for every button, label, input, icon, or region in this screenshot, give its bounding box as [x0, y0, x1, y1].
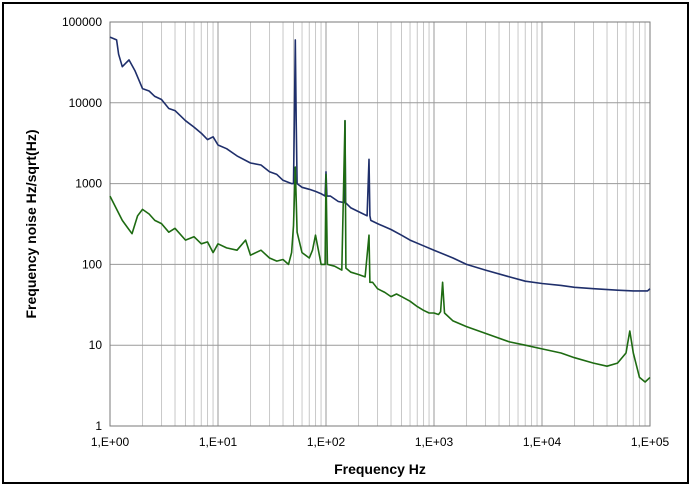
x-tick-label: 1,E+04 — [523, 435, 562, 449]
x-axis-title: Frequency Hz — [334, 461, 426, 477]
y-tick-label: 1 — [95, 419, 102, 433]
x-tick-label: 1,E+01 — [199, 435, 238, 449]
y-tick-label: 100000 — [62, 15, 102, 29]
series-line-1 — [109, 36, 651, 292]
x-tick-labels: 1,E+00 1,E+01 1,E+02 1,E+03 1,E+04 1,E+05 — [91, 435, 670, 449]
y-tick-labels: 1 10 100 1000 10000 100000 — [62, 15, 102, 433]
x-tick-label: 1,E+00 — [91, 435, 130, 449]
y-tick-label: 1000 — [75, 177, 102, 191]
plot-area — [109, 21, 651, 427]
y-tick-label: 100 — [82, 257, 102, 271]
y-tick-label: 10000 — [69, 96, 103, 110]
x-tick-label: 1,E+05 — [631, 435, 670, 449]
noise-spectrum-chart: 1,E+00 1,E+01 1,E+02 1,E+03 1,E+04 1,E+05 1 10… — [23, 15, 670, 477]
chart-frame: 1,E+00 1,E+01 1,E+02 1,E+03 1,E+04 1,E+05 1 10… — [2, 2, 689, 484]
x-tick-label: 1,E+02 — [307, 435, 346, 449]
x-tick-label: 1,E+03 — [415, 435, 454, 449]
series-line-2 — [109, 119, 651, 383]
y-axis-title: Frequency noise Hz/sqrt(Hz) — [23, 129, 39, 318]
y-tick-label: 10 — [89, 338, 103, 352]
series-layer — [109, 36, 651, 383]
